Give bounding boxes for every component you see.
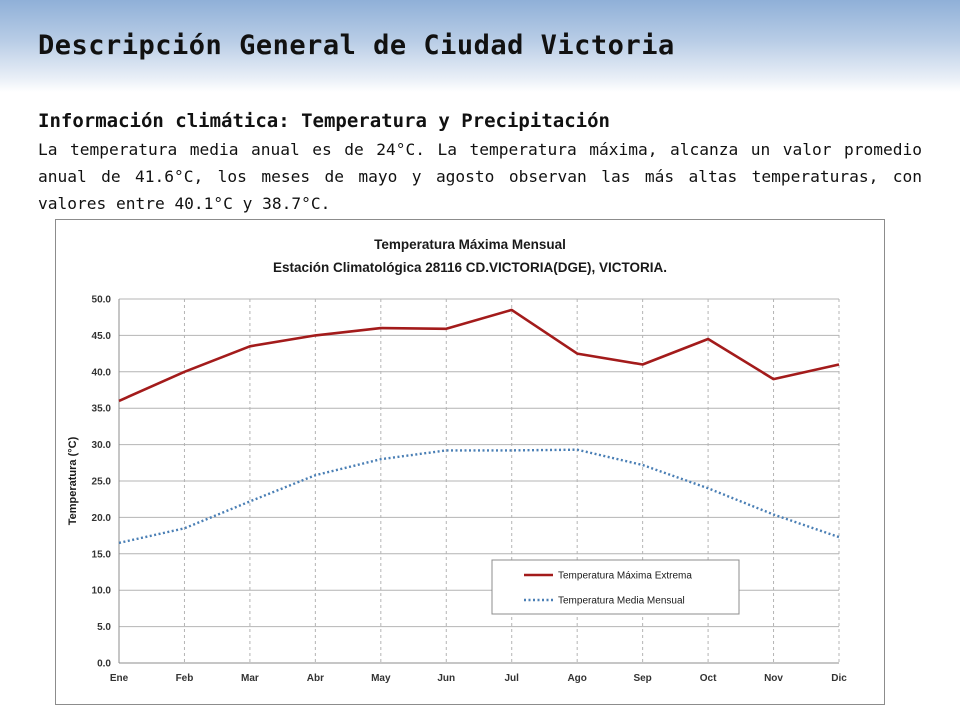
- y-tick-label: 15.0: [92, 549, 112, 560]
- x-tick-label: Jul: [505, 673, 520, 684]
- x-tick-label: Feb: [176, 673, 194, 684]
- y-tick-label: 5.0: [97, 622, 111, 633]
- x-tick-label: May: [371, 673, 391, 684]
- legend-label-maxima: Temperatura Máxima Extrema: [558, 571, 692, 582]
- x-tick-label: Sep: [633, 673, 651, 684]
- x-tick-label: Abr: [307, 673, 324, 684]
- y-tick-label: 35.0: [92, 404, 112, 415]
- y-tick-label: 45.0: [92, 331, 112, 342]
- chart-subtitle: Estación Climatológica 28116 CD.VICTORIA…: [273, 260, 667, 275]
- axes: 0.0 5.0 10.0 15.0 20.0 25.0 30.0 35.0 40.0 45.0 50…: [92, 295, 848, 685]
- y-axis-label: Temperatura (°C): [67, 436, 79, 525]
- grid-lines: [119, 298, 840, 663]
- chart-frame: Temperatura Máxima Mensual Estación Clim…: [55, 219, 885, 705]
- y-tick-label: 40.0: [92, 367, 112, 378]
- series-line-maxima-extrema: [118, 308, 840, 403]
- x-tick-label: Mar: [241, 673, 259, 684]
- series-line-media-mensual: [118, 448, 840, 545]
- section-heading: Información climática: Temperatura y Pre…: [38, 110, 610, 132]
- legend-label-media: Temperatura Media Mensual: [558, 596, 685, 607]
- x-tick-label: Ene: [110, 673, 129, 684]
- x-tick-label: Dic: [831, 673, 847, 684]
- x-tick-label: Jun: [437, 673, 455, 684]
- legend: Temperatura Máxima Extrema Temperatura M…: [491, 559, 740, 615]
- y-tick-label: 25.0: [92, 477, 112, 488]
- y-tick-label: 0.0: [97, 659, 111, 670]
- x-tick-label: Oct: [700, 673, 717, 684]
- slide-title: Descripción General de Ciudad Victoria: [38, 30, 675, 61]
- series-lines: [118, 308, 840, 545]
- chart-title: Temperatura Máxima Mensual: [374, 237, 566, 252]
- title-banner: [0, 0, 960, 92]
- legend-box: [491, 559, 740, 615]
- y-tick-label: 20.0: [92, 513, 112, 524]
- temperature-chart: Temperatura Máxima Mensual Estación Clim…: [67, 237, 848, 685]
- y-tick-label: 10.0: [92, 586, 112, 597]
- y-tick-label: 50.0: [92, 295, 112, 306]
- x-tick-label: Ago: [567, 673, 586, 684]
- y-tick-label: 30.0: [92, 440, 112, 451]
- body-paragraph: La temperatura media anual es de 24°C. L…: [38, 140, 922, 213]
- x-tick-label: Nov: [764, 673, 783, 684]
